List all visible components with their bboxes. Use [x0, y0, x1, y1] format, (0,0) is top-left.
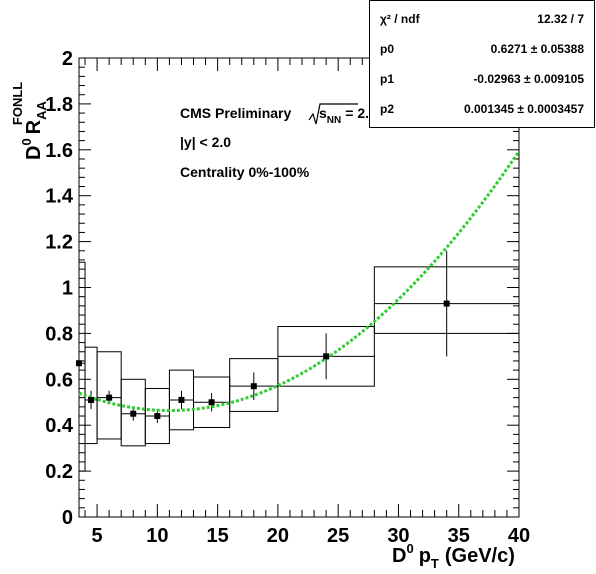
syst-box	[78, 261, 86, 472]
centrality-label: Centrality 0%-100%	[180, 164, 310, 180]
ylabel-sup: 0	[19, 138, 34, 145]
svg-text:D0RAAFONLL: D0 RAA FONLL	[10, 82, 49, 160]
ylabel-main: D	[23, 146, 45, 160]
y-tick-label: 0.8	[45, 323, 73, 345]
data-markers	[76, 300, 450, 420]
y-tick-label: 1.6	[45, 140, 73, 162]
x-tick-label: 15	[207, 525, 229, 547]
x-axis-title: D0 pT (GeV/c)	[392, 541, 515, 571]
x-tick-label: 20	[267, 525, 289, 547]
y-tick-label: 1.8	[45, 94, 73, 116]
data-point	[76, 360, 82, 367]
y-tick-label: 0.2	[45, 461, 73, 483]
data-point	[154, 413, 161, 420]
ylabel-sup2: FONLL	[10, 82, 25, 125]
x-tick-label: 40	[508, 525, 530, 547]
stat-name: p1	[380, 72, 395, 86]
ylabel-r: R	[23, 119, 45, 134]
y-tick-label: 1.2	[45, 232, 73, 254]
stat-row-p1: p1 -0.02963 ± 0.009105	[370, 63, 594, 93]
rapidity-label: |y| < 2.0	[180, 134, 231, 150]
x-tick-label: 5	[92, 525, 103, 547]
sqrt-symbol	[308, 103, 358, 125]
xlabel-sub: T	[431, 556, 439, 571]
y-tick-label: 0.4	[45, 415, 74, 437]
stat-value: 0.001345 ± 0.0003457	[463, 102, 584, 116]
fit-stats-box: χ² / ndf 12.32 / 7 p0 0.6271 ± 0.05388 p…	[369, 0, 595, 128]
stat-value: -0.02963 ± 0.009105	[473, 72, 584, 86]
y-tick-label: 0.6	[45, 369, 73, 391]
stat-row-chi2: χ² / ndf 12.32 / 7	[370, 3, 594, 33]
y-tick-label: 1.4	[45, 186, 74, 208]
data-point	[323, 353, 330, 360]
ylabel-sub: AA	[34, 100, 49, 119]
sqrt-s: s	[319, 105, 327, 121]
stat-row-p2: p2 0.001345 ± 0.0003457	[370, 93, 594, 123]
data-point	[130, 410, 137, 417]
data-point	[443, 300, 450, 307]
data-point	[208, 399, 215, 406]
sqrt-sub: NN	[327, 115, 341, 126]
x-tick-label: 25	[327, 525, 349, 547]
x-tick-label: 35	[448, 525, 470, 547]
data-point	[250, 383, 257, 390]
x-tick-label: 30	[387, 525, 409, 547]
data-point	[106, 394, 113, 401]
y-tick-label: 1	[62, 278, 73, 300]
systematic-boxes	[78, 261, 520, 472]
stat-value: 12.32 / 7	[537, 12, 584, 26]
cms-label: CMS Preliminary	[180, 105, 291, 121]
xlabel-p: p	[419, 545, 431, 567]
data-point	[88, 396, 95, 403]
stat-name: p2	[380, 102, 395, 116]
data-point	[178, 396, 185, 403]
xlabel-main: D	[392, 545, 406, 567]
xlabel-sup: 0	[406, 541, 413, 556]
x-axis: 5 10 15 20 25 30 35 40	[84, 58, 530, 547]
cms-prefix: CMS Preliminary	[180, 105, 291, 121]
stat-value: 0.6271 ± 0.05388	[490, 42, 584, 56]
stat-error-bars	[78, 250, 448, 423]
stat-row-p0: p0 0.6271 ± 0.05388	[370, 33, 594, 63]
stat-name: χ² / ndf	[380, 12, 420, 26]
y-tick-label: 0	[62, 507, 73, 529]
y-tick-label: 2	[62, 48, 73, 70]
x-tick-label: 10	[146, 525, 168, 547]
stat-name: p0	[380, 42, 395, 56]
fit-curve	[78, 150, 521, 413]
y-axis-title: D0 RAA FONLL	[10, 82, 49, 160]
fit-curve-group	[78, 150, 521, 413]
xlabel-unit: (GeV/c)	[445, 545, 515, 567]
y-axis: 0 0.2 0.4 0.6 0.8 1 1.2 1.4 1.6 1.8 2	[45, 48, 519, 529]
